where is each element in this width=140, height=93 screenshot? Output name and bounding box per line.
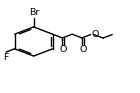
Text: O: O <box>79 45 87 54</box>
Text: F: F <box>3 53 8 62</box>
Text: O: O <box>92 30 99 39</box>
Text: Br: Br <box>29 8 39 17</box>
Text: O: O <box>60 45 67 54</box>
